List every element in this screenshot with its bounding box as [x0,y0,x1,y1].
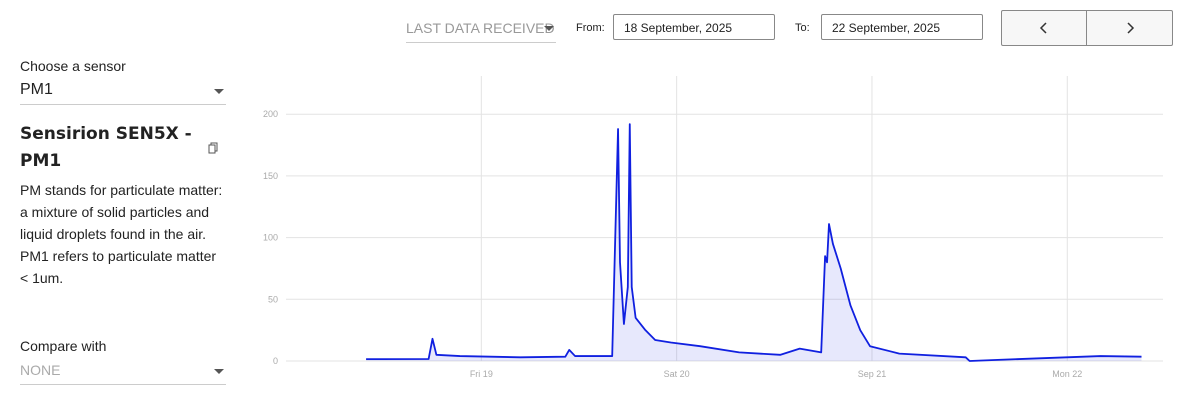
y-tick-label: 0 [273,356,278,366]
y-tick-label: 50 [268,294,278,304]
sensor-label: Choose a sensor [20,58,126,74]
y-tick-label: 150 [263,171,278,181]
compare-value: NONE [20,362,61,378]
area [366,124,1142,361]
caret [544,26,554,31]
prev-icon [1039,22,1047,34]
next-icon [1126,22,1134,34]
x-tick-label: Mon 22 [1052,369,1082,379]
x-tick-label: Sep 21 [858,369,887,379]
y-tick-label: 200 [263,109,278,119]
copy-icon[interactable] [208,142,218,154]
next-button[interactable] [1087,11,1172,45]
sensor-select[interactable]: PM1 [20,78,226,105]
sensor-description: PM stands for particulate matter: a mixt… [20,182,223,286]
from-input[interactable]: 18 September, 2025 [613,14,775,40]
prev-button[interactable] [1002,11,1087,45]
sensor-title: Sensirion SEN5X - PM1 [20,124,192,171]
to-input[interactable]: 22 September, 2025 [821,14,983,40]
compare-label: Compare with [20,338,107,354]
to-label: To: [795,22,810,34]
x-tick-label: Fri 19 [470,369,493,379]
range-select[interactable]: LAST DATA RECEIVED [406,14,556,43]
y-tick-label: 100 [263,233,278,243]
x-tick-label: Sat 20 [664,369,690,379]
caret [214,369,224,374]
sensor-value: PM1 [20,81,53,98]
range-select-text: LAST DATA RECEIVED [406,20,555,36]
from-label: From: [576,22,605,34]
compare-select[interactable]: NONE [20,358,226,385]
caret [214,89,224,94]
nav-buttons [1001,10,1173,46]
line [366,123,1142,362]
